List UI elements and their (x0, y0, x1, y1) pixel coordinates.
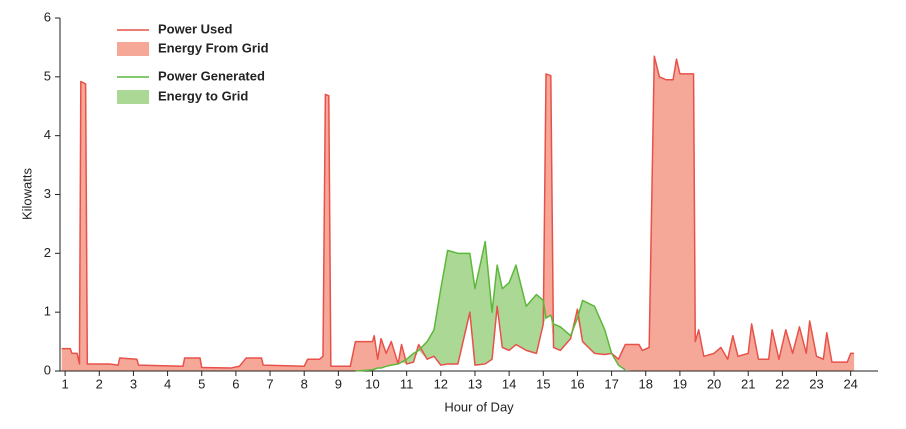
x-tick-label: 12 (434, 376, 448, 391)
x-tick-label: 21 (741, 376, 755, 391)
legend-label: Energy From Grid (158, 40, 269, 55)
x-tick-label: 2 (96, 376, 103, 391)
x-tick-label: 7 (266, 376, 273, 391)
energy-from-grid-area (61, 56, 855, 371)
x-tick-label: 8 (301, 376, 308, 391)
x-tick-label: 24 (843, 376, 857, 391)
x-tick-label: 20 (707, 376, 721, 391)
series-line (61, 55, 855, 369)
x-tick-label: 18 (639, 376, 653, 391)
x-tick-label: 19 (673, 376, 687, 391)
y-tick-label: 0 (44, 362, 51, 377)
legend-swatch (117, 42, 149, 56)
legend-label: Power Generated (158, 68, 265, 83)
x-tick-label: 23 (809, 376, 823, 391)
x-tick-label: 3 (130, 376, 137, 391)
x-tick-label: 22 (775, 376, 789, 391)
y-axis-title: Kilowatts (19, 167, 34, 220)
y-tick-label: 1 (44, 304, 51, 319)
x-tick-label: 15 (536, 376, 550, 391)
y-tick-label: 3 (44, 186, 51, 201)
x-tick-label: 14 (502, 376, 516, 391)
x-tick-label: 11 (400, 376, 414, 391)
legend-label: Power Used (158, 21, 232, 36)
y-tick-label: 6 (44, 9, 51, 24)
y-tick-label: 2 (44, 245, 51, 260)
series-line (355, 240, 626, 372)
x-tick-label: 17 (604, 376, 618, 391)
x-tick-label: 13 (468, 376, 482, 391)
energy-to-grid-area (355, 241, 626, 371)
x-tick-label: 5 (198, 376, 205, 391)
legend-swatch (117, 90, 149, 104)
x-tick-label: 10 (365, 376, 379, 391)
x-tick-label: 16 (570, 376, 584, 391)
legend-label: Energy to Grid (158, 88, 248, 103)
x-axis-title: Hour of Day (444, 399, 514, 414)
y-tick-label: 4 (44, 127, 51, 142)
x-tick-label: 1 (62, 376, 69, 391)
y-tick-label: 5 (44, 68, 51, 83)
x-tick-label: 6 (232, 376, 239, 391)
x-tick-label: 9 (335, 376, 342, 391)
x-tick-label: 4 (164, 376, 171, 391)
